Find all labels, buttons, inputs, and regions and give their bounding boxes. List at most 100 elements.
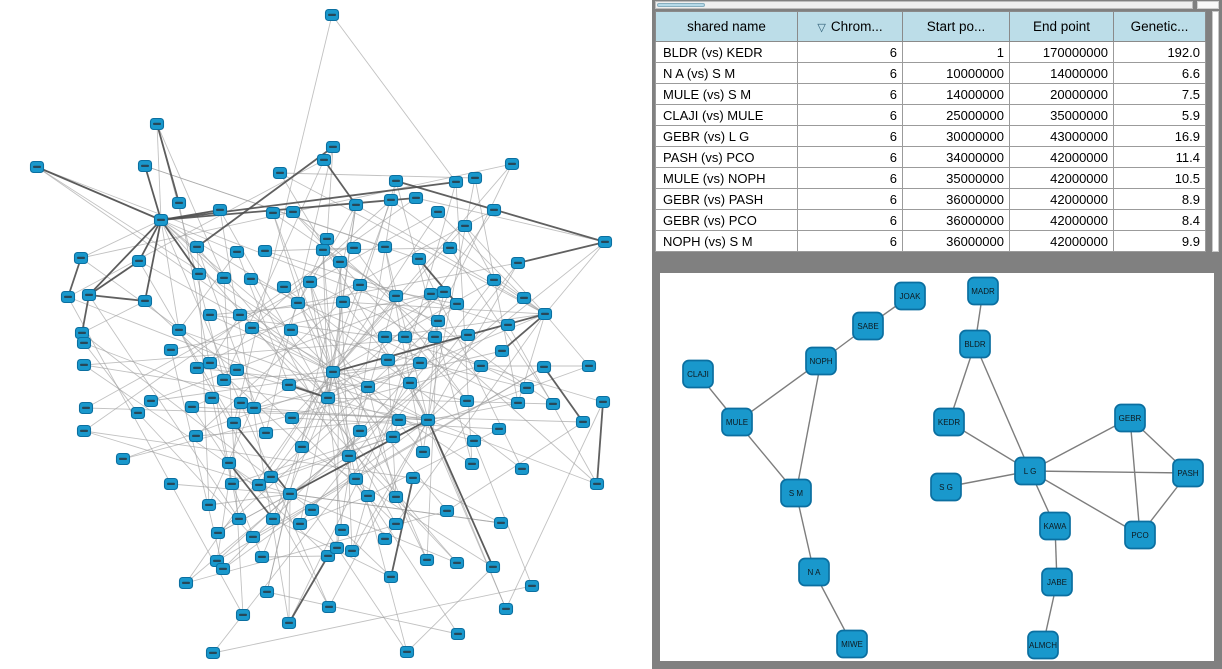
graph-node[interactable] (74, 326, 90, 340)
graph-node[interactable] (493, 516, 509, 530)
graph-edge[interactable] (353, 247, 468, 402)
graph-node[interactable] (405, 471, 421, 485)
graph-edge[interactable] (351, 419, 429, 552)
graph-node[interactable] (448, 175, 464, 189)
graph-node[interactable] (352, 278, 368, 292)
graph-edge[interactable] (427, 419, 598, 485)
column-header-1[interactable]: ▽ Chrom... (797, 11, 903, 42)
graph-node-joak[interactable]: JOAK (894, 281, 926, 311)
graph-edge[interactable] (122, 334, 469, 460)
graph-node[interactable] (226, 416, 242, 430)
column-header-3[interactable]: End point (1009, 11, 1114, 42)
graph-node[interactable] (346, 241, 362, 255)
graph-edge[interactable] (474, 177, 519, 404)
graph-edge[interactable] (311, 509, 408, 653)
graph-edge[interactable] (223, 371, 334, 381)
graph-node[interactable] (329, 541, 345, 555)
graph-edge[interactable] (223, 159, 325, 381)
graph-edge[interactable] (795, 360, 822, 494)
graph-edge[interactable] (290, 329, 334, 373)
graph-edge[interactable] (332, 163, 513, 373)
graph-edge[interactable] (332, 371, 428, 561)
graph-edge[interactable] (272, 212, 350, 457)
graph-edge-highlighted[interactable] (144, 165, 162, 221)
graph-edge[interactable] (228, 462, 329, 557)
graph-edge-highlighted[interactable] (88, 260, 140, 296)
graph-edge[interactable] (332, 371, 468, 402)
graph-edge[interactable] (544, 241, 606, 315)
graph-edge-highlighted[interactable] (323, 159, 357, 206)
graph-edge[interactable] (266, 493, 291, 593)
graph-edge[interactable] (251, 327, 329, 399)
graph-edge[interactable] (1129, 417, 1141, 536)
graph-edge[interactable] (331, 14, 457, 183)
graph-edge-highlighted[interactable] (427, 419, 494, 568)
graph-edge[interactable] (342, 301, 546, 315)
graph-edge[interactable] (233, 14, 333, 424)
graph-node-jabe[interactable]: JABE (1041, 567, 1073, 597)
main-network-canvas[interactable] (0, 0, 652, 669)
graph-node[interactable] (302, 275, 318, 289)
graph-node[interactable] (115, 452, 131, 466)
graph-edge[interactable] (464, 225, 546, 315)
graph-node[interactable] (284, 411, 300, 425)
graph-edge[interactable] (160, 219, 238, 253)
graph-node[interactable] (245, 530, 261, 544)
graph-edge[interactable] (138, 260, 429, 421)
table-row[interactable]: GEBR (vs) PCO 6 36000000 42000000 8.4 (655, 209, 1206, 231)
graph-node[interactable] (397, 330, 413, 344)
graph-node[interactable] (29, 160, 45, 174)
graph-node[interactable] (229, 363, 245, 377)
graph-node[interactable] (377, 532, 393, 546)
vertical-scrollbar[interactable] (1212, 11, 1219, 252)
graph-node[interactable] (265, 206, 281, 220)
table-row[interactable]: N A (vs) S M 6 10000000 14000000 6.6 (655, 62, 1206, 84)
graph-node[interactable] (449, 556, 465, 570)
graph-node[interactable] (516, 291, 532, 305)
graph-edge[interactable] (332, 295, 397, 373)
graph-node[interactable] (408, 191, 424, 205)
column-header-2[interactable]: Start po... (902, 11, 1010, 42)
graph-edge-highlighted[interactable] (144, 219, 162, 302)
graph-edge[interactable] (156, 123, 162, 221)
graph-edge[interactable] (367, 313, 546, 388)
graph-node-gebr[interactable]: GEBR (1114, 403, 1146, 433)
graph-node[interactable] (467, 171, 483, 185)
graph-edge-highlighted[interactable] (196, 146, 334, 248)
graph-edge-highlighted[interactable] (517, 241, 606, 264)
graph-node[interactable] (232, 308, 248, 322)
graph-node[interactable] (259, 585, 275, 599)
graph-node-madr[interactable]: MADR (967, 276, 999, 306)
graph-edge[interactable] (264, 247, 355, 252)
graph-node[interactable] (244, 321, 260, 335)
graph-edge[interactable] (208, 493, 291, 506)
graph-node[interactable] (427, 330, 443, 344)
graph-node[interactable] (524, 579, 540, 593)
graph-node[interactable] (171, 323, 187, 337)
graph-edge[interactable] (387, 359, 397, 498)
graph-edge[interactable] (261, 555, 329, 558)
graph-node[interactable] (283, 323, 299, 337)
graph-node[interactable] (281, 378, 297, 392)
graph-node[interactable] (265, 512, 281, 526)
graph-edge[interactable] (309, 281, 329, 399)
graph-node[interactable] (163, 477, 179, 491)
graph-node[interactable] (595, 395, 611, 409)
graph-node[interactable] (243, 272, 259, 286)
table-row[interactable]: MULE (vs) NOPH 6 35000000 42000000 10.5 (655, 167, 1206, 189)
graph-edge[interactable] (261, 397, 329, 558)
graph-node[interactable] (325, 365, 341, 379)
graph-node[interactable] (251, 478, 267, 492)
graph-node[interactable] (189, 361, 205, 375)
graph-node[interactable] (485, 560, 501, 574)
graph-node[interactable] (504, 157, 520, 171)
table-row[interactable]: CLAJI (vs) MULE 6 25000000 35000000 5.9 (655, 104, 1206, 126)
graph-node[interactable] (143, 394, 159, 408)
graph-edge-highlighted[interactable] (67, 257, 82, 298)
graph-node[interactable] (581, 359, 597, 373)
graph-edge[interactable] (409, 382, 429, 421)
graph-edge[interactable] (326, 146, 334, 240)
table-row[interactable]: MULE (vs) S M 6 14000000 20000000 7.5 (655, 83, 1206, 105)
table-row[interactable]: BLDR (vs) KEDR 6 1 170000000 192.0 (655, 41, 1206, 63)
graph-node[interactable] (204, 391, 220, 405)
